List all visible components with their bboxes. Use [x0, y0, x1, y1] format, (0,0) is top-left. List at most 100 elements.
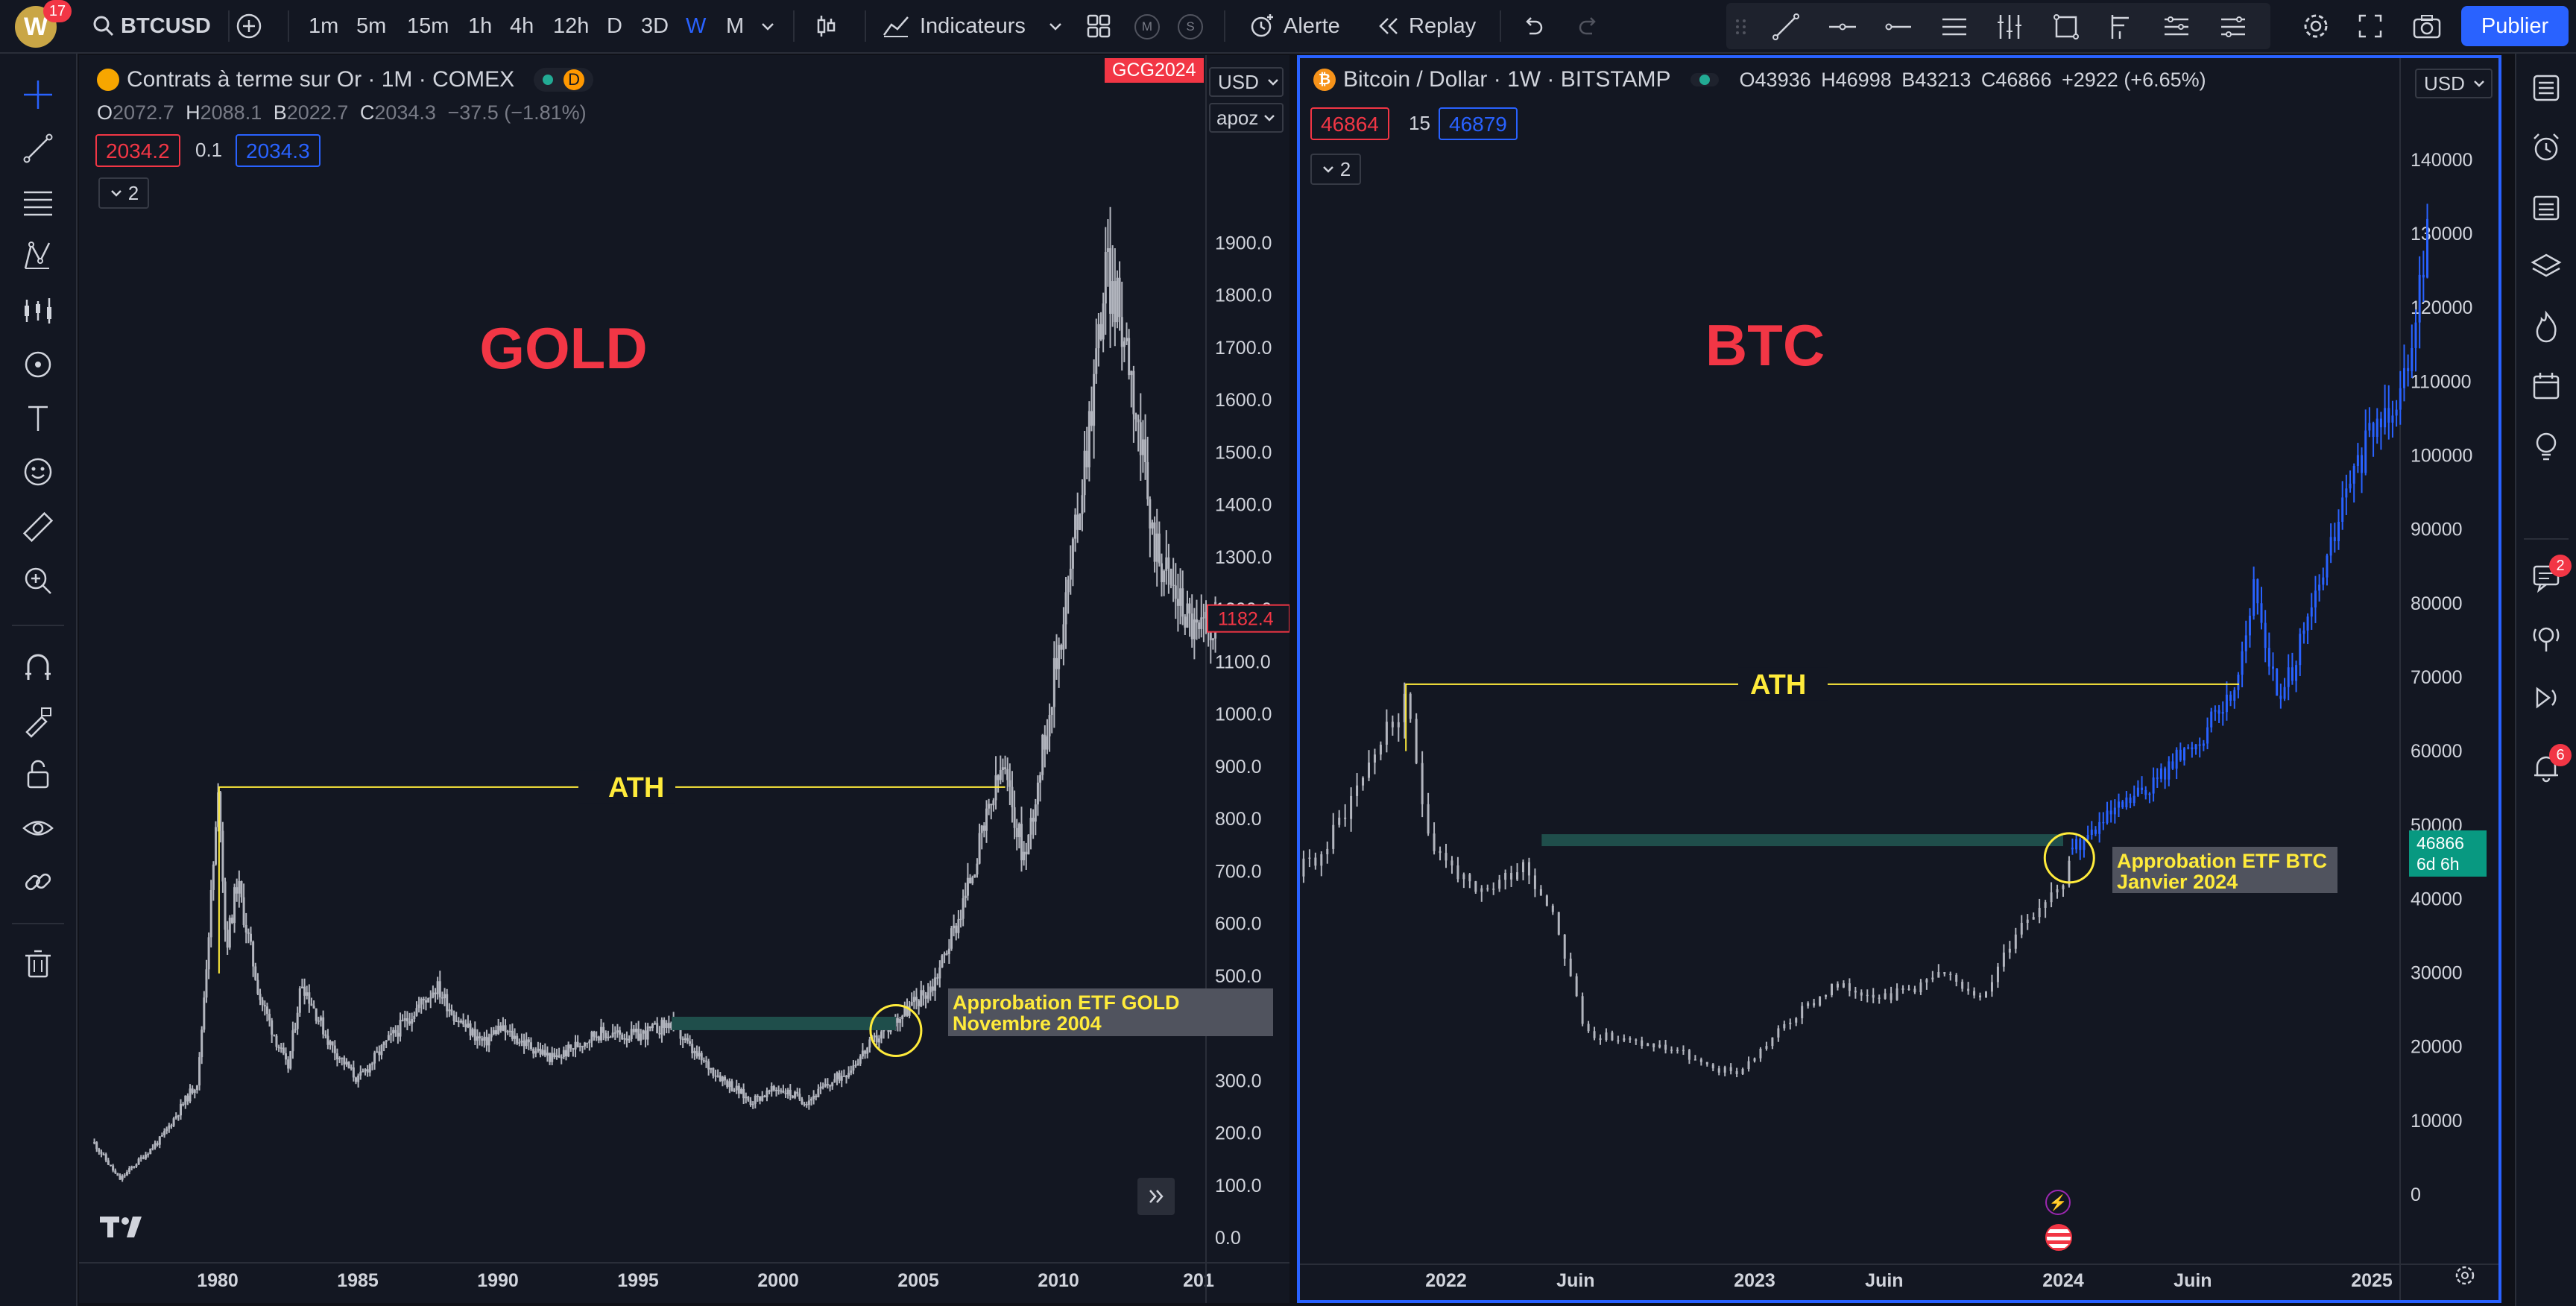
chat-icon[interactable] [2530, 561, 2563, 593]
btc-bid-box[interactable]: 46864 [1310, 107, 1389, 140]
trash-icon[interactable] [21, 947, 55, 981]
btc-chart-pane[interactable]: 0 10000 20000 30000 40000 50000 60000 70000 8000… [1297, 55, 2501, 1303]
shapes-icon[interactable] [21, 347, 55, 382]
fullscreen-button[interactable] [2357, 0, 2384, 52]
notifications-icon[interactable] [2530, 751, 2563, 784]
indicators-button[interactable]: Indicateurs [881, 0, 1026, 52]
layers-icon[interactable] [2530, 250, 2563, 283]
interval-dropdown[interactable] [759, 0, 777, 52]
horizontal-ray-tool-icon[interactable] [1883, 12, 1913, 42]
circle-s-button[interactable]: S [1178, 14, 1203, 40]
gold-bid-box[interactable]: 2034.2 [95, 134, 180, 167]
candle-body [2075, 839, 2078, 850]
compare-symbol-button[interactable] [236, 13, 262, 40]
btc-currency-select[interactable]: USD [2415, 69, 2493, 98]
interval-1h[interactable]: 1h [468, 13, 493, 38]
fib-tool-icon[interactable] [1995, 12, 2024, 42]
settings-button[interactable] [2302, 0, 2330, 52]
market-status-pill[interactable] [1690, 73, 1719, 86]
redo-button[interactable] [1577, 0, 1601, 52]
ideas-icon[interactable] [2530, 429, 2563, 462]
interval-15m[interactable]: 15m [407, 13, 449, 38]
link-icon[interactable] [21, 865, 55, 899]
replay-button[interactable]: Replay [1376, 0, 1476, 52]
us-event-flag-icon[interactable] [2045, 1224, 2072, 1251]
gold-title[interactable]: Contrats à terme sur Or · 1M · COMEX [127, 67, 515, 92]
indicators-dropdown[interactable] [1046, 0, 1064, 52]
y-axis-tick-label: 130000 [2411, 224, 2472, 245]
symbol-search[interactable]: BTCUSD [92, 0, 211, 52]
interval-m[interactable]: M [726, 13, 745, 38]
crosshair-icon[interactable] [21, 78, 55, 112]
gold-currency-select[interactable]: USD [1209, 67, 1284, 97]
interval-3d[interactable]: 3D [641, 13, 669, 38]
candle-body [514, 1035, 517, 1039]
parallel-channel-tool-icon[interactable] [1939, 12, 1969, 42]
ruler-icon[interactable] [21, 510, 55, 544]
playback-icon[interactable] [2530, 681, 2563, 714]
dividend-event-icon[interactable]: ⚡ [2045, 1190, 2071, 1215]
gold-scale-select[interactable]: apoz [1209, 103, 1284, 133]
short-position-tool-icon[interactable] [2218, 12, 2248, 42]
market-status-pill[interactable]: D [534, 68, 594, 92]
horizontal-line-tool-icon[interactable] [1828, 12, 1857, 42]
candle-body [2221, 712, 2224, 714]
trend-line-tool-icon[interactable] [1771, 12, 1801, 42]
snapshot-button[interactable] [2412, 0, 2442, 52]
fib-icon[interactable] [21, 185, 55, 219]
drag-handle-icon[interactable] [1734, 16, 1749, 37]
trendline-icon[interactable] [21, 131, 55, 165]
pattern-icon[interactable] [21, 239, 55, 273]
magnet-icon[interactable] [21, 650, 55, 684]
undo-button[interactable] [1521, 0, 1544, 52]
gold-chart[interactable]: 0.0100.0200.0300.0400.0500.0600.0700.080… [79, 55, 1289, 1303]
candle-body [2109, 810, 2112, 815]
watchlist-icon[interactable] [2530, 72, 2563, 104]
bar-style-button[interactable] [812, 0, 839, 52]
candle-body [424, 1000, 427, 1003]
candle-body [1020, 824, 1023, 861]
gold-ask-box[interactable]: 2034.3 [236, 134, 321, 167]
calendar-icon[interactable] [2530, 370, 2563, 403]
candle-body [195, 1085, 198, 1091]
btc-chart[interactable]: 0100002000030000400005000060000700008000… [1300, 58, 2498, 1300]
layout-button[interactable] [1085, 0, 1112, 52]
gold-collapse-button[interactable]: 2 [98, 177, 149, 209]
candle-body [780, 1091, 783, 1092]
interval-12h[interactable]: 12h [553, 13, 590, 38]
rectangle-tool-icon[interactable] [2051, 12, 2081, 42]
candle-body [602, 1026, 605, 1033]
candle-body [1050, 707, 1053, 715]
text-icon[interactable] [21, 401, 55, 435]
lock-drawing-icon[interactable] [21, 704, 55, 738]
btc-collapse-button[interactable]: 2 [1310, 154, 1361, 185]
candle-body [306, 992, 309, 996]
alert-button[interactable]: Alerte [1248, 0, 1340, 52]
gold-chart-pane[interactable]: 0.0100.0200.0300.0400.0500.0600.0700.080… [79, 55, 1289, 1303]
long-position-tool-icon[interactable] [2162, 12, 2191, 42]
zoom-icon[interactable] [21, 564, 55, 598]
lock-icon[interactable] [21, 757, 55, 792]
btc-ask-box[interactable]: 46879 [1439, 107, 1518, 140]
btc-title[interactable]: Bitcoin / Dollar · 1W · BITSTAMP [1343, 67, 1671, 92]
alarm-icon[interactable] [2530, 131, 2563, 164]
emoji-icon[interactable] [21, 455, 55, 489]
candle-body [394, 1029, 397, 1033]
candle-body [1498, 880, 1501, 889]
interval-5m[interactable]: 5m [356, 13, 387, 38]
data-window-icon[interactable] [2530, 191, 2563, 224]
candle-body [842, 1076, 845, 1077]
scroll-to-realtime-button[interactable] [1137, 1178, 1175, 1215]
interval-d[interactable]: D [607, 13, 622, 38]
circle-m-button[interactable]: M [1134, 14, 1160, 40]
eye-icon[interactable] [21, 811, 55, 845]
streams-icon[interactable] [2530, 622, 2563, 654]
publish-button[interactable]: Publier [2461, 6, 2569, 46]
interval-1m[interactable]: 1m [309, 13, 339, 38]
interval-4h[interactable]: 4h [510, 13, 534, 38]
chart-settings-gear-icon[interactable] [2454, 1264, 2476, 1287]
forecast-icon[interactable] [21, 294, 55, 328]
interval-w[interactable]: W [686, 13, 707, 38]
hotlist-icon[interactable] [2530, 310, 2563, 343]
flag-tool-icon[interactable] [2106, 12, 2136, 42]
